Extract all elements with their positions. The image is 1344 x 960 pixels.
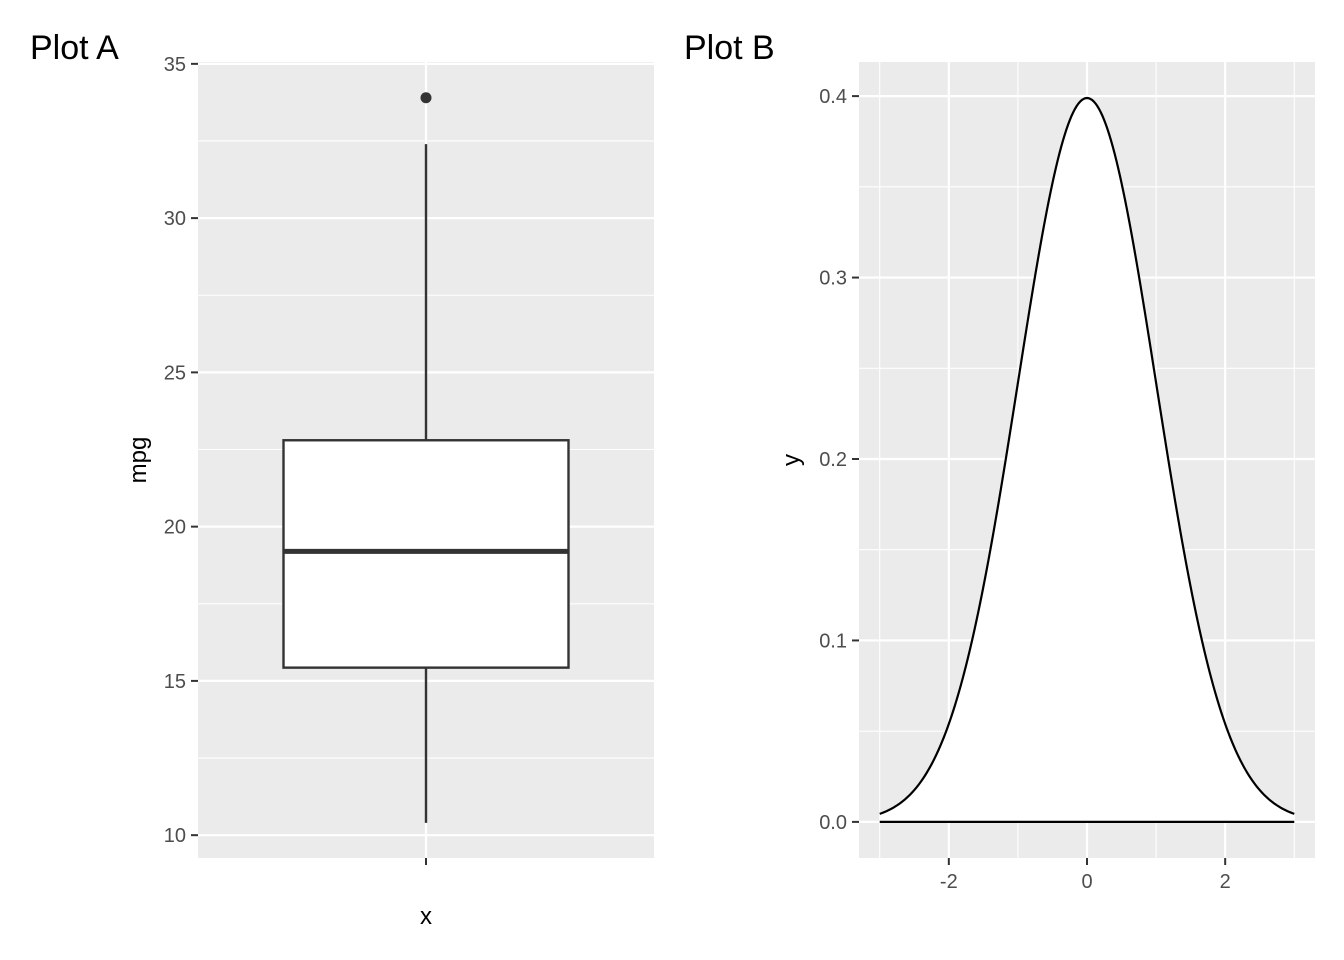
plot-a-y-axis-title: mpg	[125, 437, 152, 484]
plot-a-y-tick-label: 10	[164, 825, 186, 847]
plot-b-y-tick-label: 0.0	[819, 812, 847, 834]
plot-b-density-line	[879, 96, 1295, 815]
plot-b-x-axis: -2 0 2	[940, 858, 1231, 893]
plot-a-tag: Plot A	[30, 29, 119, 67]
plot-b-x-tick-label: 0	[1081, 871, 1092, 893]
plot-a-x-axis-title: x	[420, 903, 432, 930]
plot-a-y-tick-label: 20	[164, 517, 186, 539]
plot-a-y-tick-label: 25	[164, 362, 186, 384]
plot-b-tag: Plot B	[684, 29, 775, 67]
plot-b-x-tick-label: -2	[940, 871, 958, 893]
plot-a-y-axis: 10 15 20 25 30 35	[164, 54, 198, 847]
plot-a-y-tick-label: 30	[164, 208, 186, 230]
plot-b-y-tick-label: 0.4	[819, 86, 847, 108]
plot-b-y-tick-label: 0.3	[819, 268, 847, 290]
plot-a-boxplot	[282, 92, 570, 823]
plot-b: Plot B 0.0 0.1 0.2 0.3 0.4 -2 0 2 y	[684, 29, 1315, 893]
plot-a-y-tick-label: 35	[164, 54, 186, 76]
plot-b-y-tick-label: 0.2	[819, 449, 847, 471]
plot-b-y-axis-title: y	[778, 454, 805, 466]
plot-a-box	[282, 439, 570, 669]
plot-a-y-tick-label: 15	[164, 671, 186, 693]
plot-b-density-area	[879, 98, 1295, 822]
plot-a-outlier-point	[420, 92, 432, 104]
plot-a: Plot A 10 15 20 25 30 35 x mpg	[30, 29, 654, 930]
plot-b-x-tick-label: 2	[1220, 871, 1231, 893]
plot-b-y-tick-label: 0.1	[819, 630, 847, 652]
plot-b-y-axis: 0.0 0.1 0.2 0.3 0.4	[819, 86, 859, 834]
